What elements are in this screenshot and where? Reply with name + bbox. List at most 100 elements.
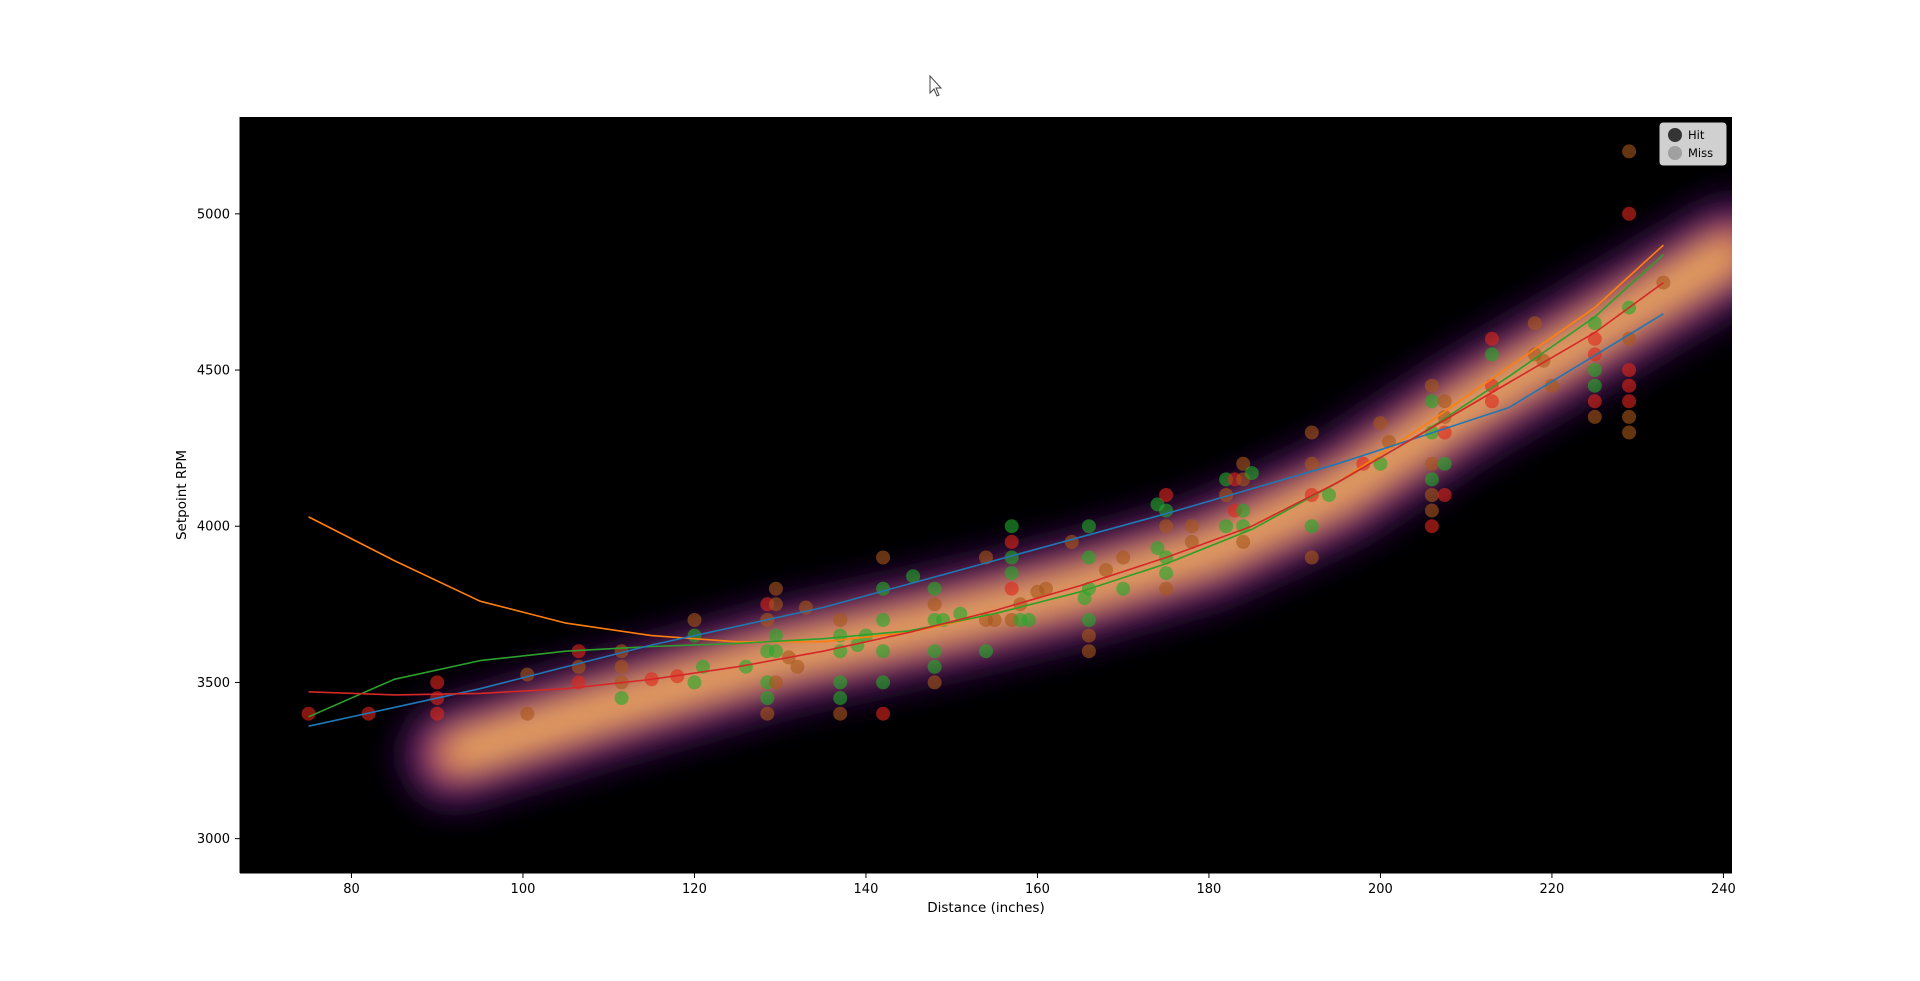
- data-point: [1236, 503, 1251, 518]
- data-point: [1081, 550, 1096, 565]
- data-point: [850, 638, 865, 652]
- legend-marker: [1668, 146, 1682, 160]
- data-point: [1236, 519, 1251, 534]
- data-point: [1004, 581, 1019, 596]
- data-point: [1587, 378, 1602, 393]
- data-point: [1322, 488, 1336, 502]
- data-point: [833, 613, 848, 627]
- scatter-points: [301, 144, 1671, 721]
- data-point: [906, 569, 921, 584]
- data-point: [614, 691, 629, 706]
- data-point: [1437, 488, 1452, 502]
- x-tick-label: 160: [1025, 882, 1050, 897]
- data-point: [1081, 519, 1096, 534]
- data-point: [1544, 378, 1559, 393]
- data-point: [1159, 519, 1174, 534]
- data-point: [1004, 566, 1019, 581]
- data-point: [1150, 541, 1165, 556]
- data-point: [876, 613, 891, 627]
- data-point: [768, 628, 783, 643]
- data-point: [614, 659, 629, 674]
- x-tick-label: 180: [1197, 882, 1222, 897]
- data-point: [1424, 488, 1439, 502]
- data-point: [927, 597, 942, 612]
- data-point: [768, 644, 783, 659]
- mouse-cursor-icon: [929, 74, 943, 97]
- data-point: [1219, 519, 1234, 534]
- data-point: [301, 706, 316, 721]
- data-point: [1304, 425, 1319, 440]
- axes: 80 100 120 140 160 180 200 220 240 3000 3500 4000 45…: [197, 117, 1736, 897]
- data-point: [1424, 378, 1439, 393]
- data-point: [1484, 347, 1499, 362]
- y-tick-label: 3000: [197, 832, 230, 847]
- data-point: [687, 613, 702, 627]
- data-point: [1484, 394, 1499, 409]
- data-point: [1424, 503, 1439, 518]
- x-tick-label: 140: [854, 882, 879, 897]
- data-point: [1039, 581, 1053, 596]
- data-point: [1587, 409, 1602, 424]
- data-point: [859, 628, 873, 643]
- data-point: [696, 659, 710, 674]
- data-point: [1622, 378, 1637, 393]
- data-point: [1004, 534, 1019, 549]
- x-axis-label: Distance (inches): [927, 900, 1044, 916]
- data-point: [430, 706, 445, 721]
- legend-marker: [1668, 128, 1682, 142]
- data-point: [876, 550, 891, 565]
- data-point: [768, 597, 783, 612]
- data-point: [760, 691, 775, 706]
- data-point: [760, 706, 775, 721]
- data-point: [1081, 613, 1096, 627]
- data-point: [520, 706, 535, 721]
- data-point: [979, 550, 993, 565]
- data-point: [1373, 416, 1388, 431]
- data-point: [927, 644, 942, 659]
- data-point: [768, 581, 783, 596]
- data-point: [1064, 534, 1079, 549]
- legend-label: Hit: [1688, 128, 1705, 142]
- data-point: [768, 675, 783, 690]
- data-point: [1081, 628, 1096, 643]
- data-point: [927, 659, 942, 674]
- data-point: [1159, 581, 1174, 596]
- data-point: [1159, 488, 1174, 502]
- data-point: [1081, 644, 1096, 659]
- data-point: [1424, 472, 1439, 487]
- y-tick-label: 4000: [197, 520, 230, 535]
- fit-lines: [308, 244, 1664, 727]
- data-point: [1622, 363, 1637, 377]
- data-point: [979, 644, 993, 659]
- fit-line-linear: [308, 313, 1664, 727]
- data-point: [927, 675, 942, 690]
- legend-label: Miss: [1688, 146, 1713, 160]
- data-point: [1622, 394, 1637, 409]
- data-point: [1587, 331, 1602, 346]
- data-point: [1622, 144, 1637, 159]
- data-point: [1099, 563, 1113, 577]
- data-point: [1437, 456, 1452, 471]
- y-tick-label: 4500: [197, 364, 230, 379]
- fit-line-cubic: [308, 253, 1664, 718]
- data-point: [987, 613, 1002, 627]
- data-point: [1159, 566, 1174, 581]
- data-point: [1527, 316, 1542, 331]
- data-point: [1622, 409, 1637, 424]
- data-point: [833, 706, 848, 721]
- x-tick-label: 100: [511, 882, 536, 897]
- data-point: [1304, 519, 1319, 534]
- x-tick-label: 200: [1368, 882, 1393, 897]
- data-point: [1484, 331, 1499, 346]
- data-point: [571, 675, 586, 690]
- data-point: [1116, 581, 1131, 596]
- data-point: [1424, 519, 1439, 534]
- y-axis-label: Setpoint RPM: [174, 450, 190, 540]
- data-point: [1587, 363, 1602, 377]
- data-point: [1622, 425, 1637, 440]
- data-point: [1622, 206, 1637, 221]
- data-point: [1219, 488, 1234, 502]
- data-point: [876, 581, 891, 596]
- data-point: [1116, 550, 1131, 565]
